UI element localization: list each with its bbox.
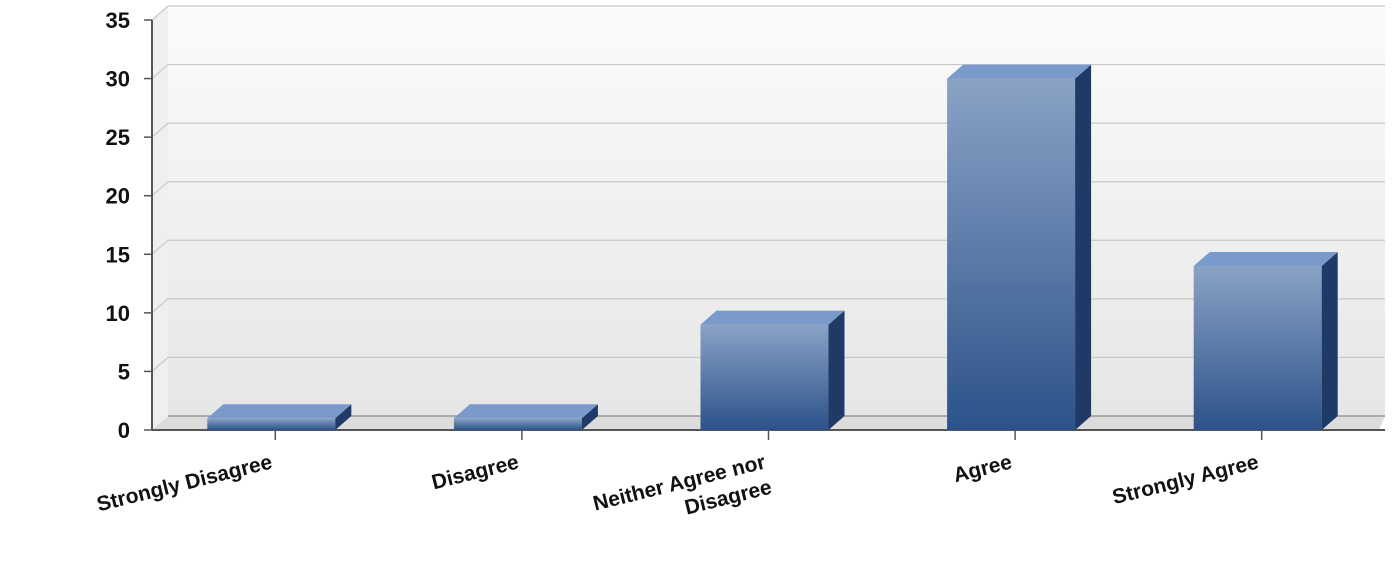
gridline-side (151, 122, 169, 138)
x-tick-label-line: Strongly Agree (1110, 451, 1261, 510)
bar-top (700, 310, 845, 325)
bar-side (828, 310, 845, 430)
plot-side-wall (152, 6, 168, 430)
gridline-side (151, 64, 169, 80)
bar-front (1193, 266, 1322, 430)
bar-top (207, 404, 352, 419)
y-tick-label: 20 (106, 184, 130, 209)
y-axis-ticks: 0 5 10 15 20 25 30 35 (106, 8, 152, 443)
bar-side (1321, 252, 1338, 430)
bar-side (335, 404, 352, 430)
bar (453, 404, 598, 430)
y-tick-label: 35 (106, 8, 130, 33)
x-tick-label: Neither Agree norDisagree (591, 451, 774, 541)
x-tick-label: Strongly Agree (1110, 451, 1261, 510)
y-tick-label: 5 (118, 359, 130, 384)
x-tick-label-line: Agree (951, 451, 1014, 488)
bar-side (581, 404, 598, 430)
bars (207, 64, 1338, 431)
bar (700, 310, 845, 430)
y-tick-label: 25 (106, 125, 130, 150)
gridline-side (151, 181, 169, 197)
gridline-side (151, 239, 169, 255)
bar (1193, 252, 1338, 430)
bar-top (1193, 252, 1338, 266)
x-axis-ticks: Strongly Disagree Disagree Neither Agree n… (95, 430, 1263, 541)
bar (207, 404, 352, 430)
bar (947, 64, 1092, 431)
y-tick-label: 15 (106, 242, 130, 267)
bar-top (947, 64, 1092, 79)
x-tick-label: Disagree (429, 451, 521, 495)
bar-front (947, 78, 1076, 431)
bar-top (453, 404, 598, 419)
bar-front (207, 418, 336, 430)
gridline-side (151, 356, 169, 372)
y-tick-label: 10 (106, 301, 130, 326)
x-tick-label: Agree (951, 451, 1014, 488)
bar-front (700, 324, 829, 430)
gridline-side (151, 5, 169, 21)
gridline-side (151, 298, 169, 314)
gridlines (151, 5, 1385, 372)
x-tick-label-line: Disagree (429, 451, 521, 495)
y-tick-label: 0 (118, 418, 130, 443)
y-tick-label: 30 (106, 67, 130, 92)
x-tick-label-line: Strongly Disagree (95, 451, 275, 517)
x-tick-label: Strongly Disagree (95, 451, 275, 517)
bar-side (1075, 64, 1092, 431)
bar-front (453, 418, 582, 430)
